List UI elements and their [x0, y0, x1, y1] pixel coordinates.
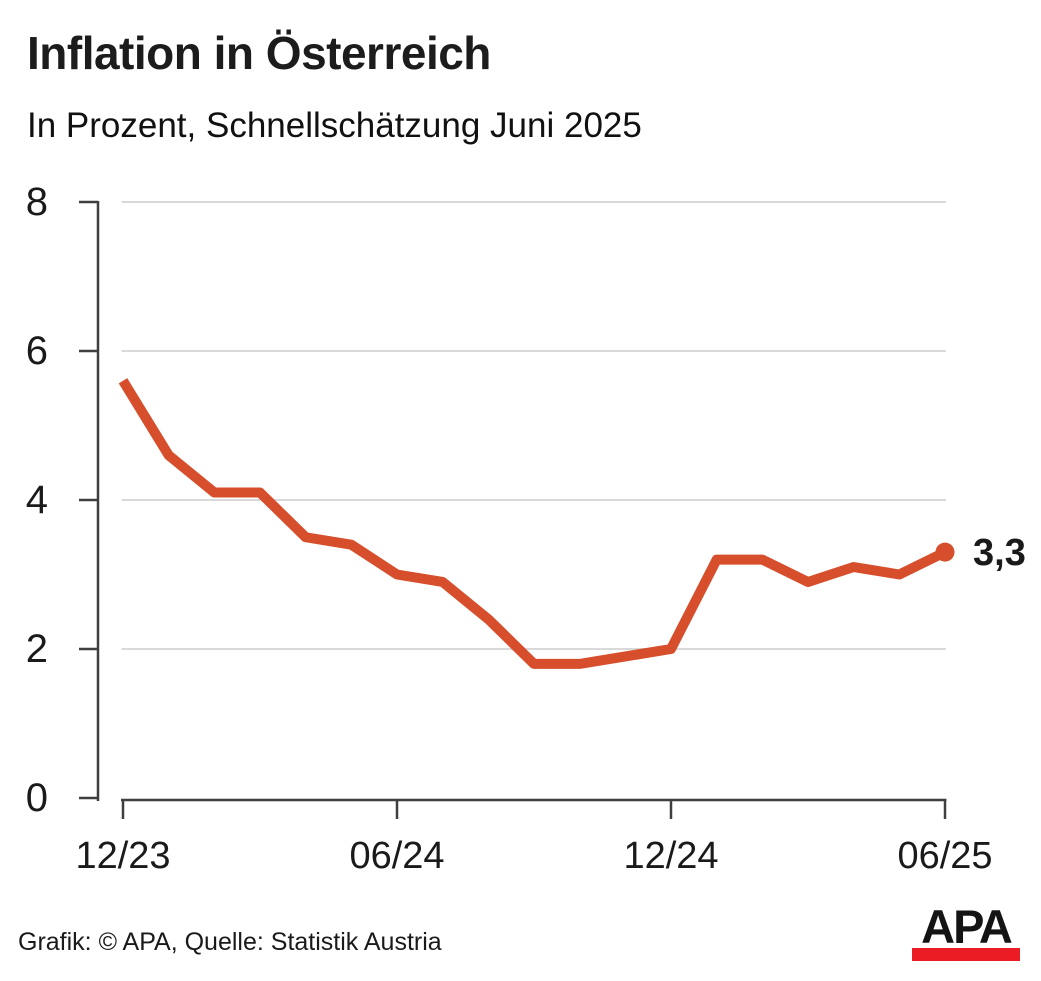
x-tick-label: 06/25 — [897, 835, 992, 877]
y-tick-label: 2 — [26, 627, 48, 671]
end-point-dot — [935, 542, 955, 562]
x-tick-label: 12/23 — [75, 835, 170, 877]
apa-logo-text: APA — [921, 900, 1013, 953]
apa-logo-red-bar — [912, 948, 1020, 961]
y-tick-label: 0 — [26, 776, 48, 820]
page-subtitle: In Prozent, Schnellschätzung Juni 2025 — [27, 106, 642, 145]
inflation-line — [118, 378, 948, 669]
apa-logo: APA — [912, 900, 1020, 961]
end-value-label: 3,3 — [973, 532, 1026, 574]
y-tick-label: 4 — [26, 478, 48, 522]
x-tick-label: 12/24 — [623, 835, 718, 877]
x-tick-label: 06/24 — [349, 835, 444, 877]
y-tick-label: 6 — [26, 329, 48, 373]
y-tick-label: 8 — [26, 180, 48, 224]
source-credit: Grafik: © APA, Quelle: Statistik Austria — [18, 928, 442, 956]
page-title: Inflation in Österreich — [27, 27, 491, 79]
